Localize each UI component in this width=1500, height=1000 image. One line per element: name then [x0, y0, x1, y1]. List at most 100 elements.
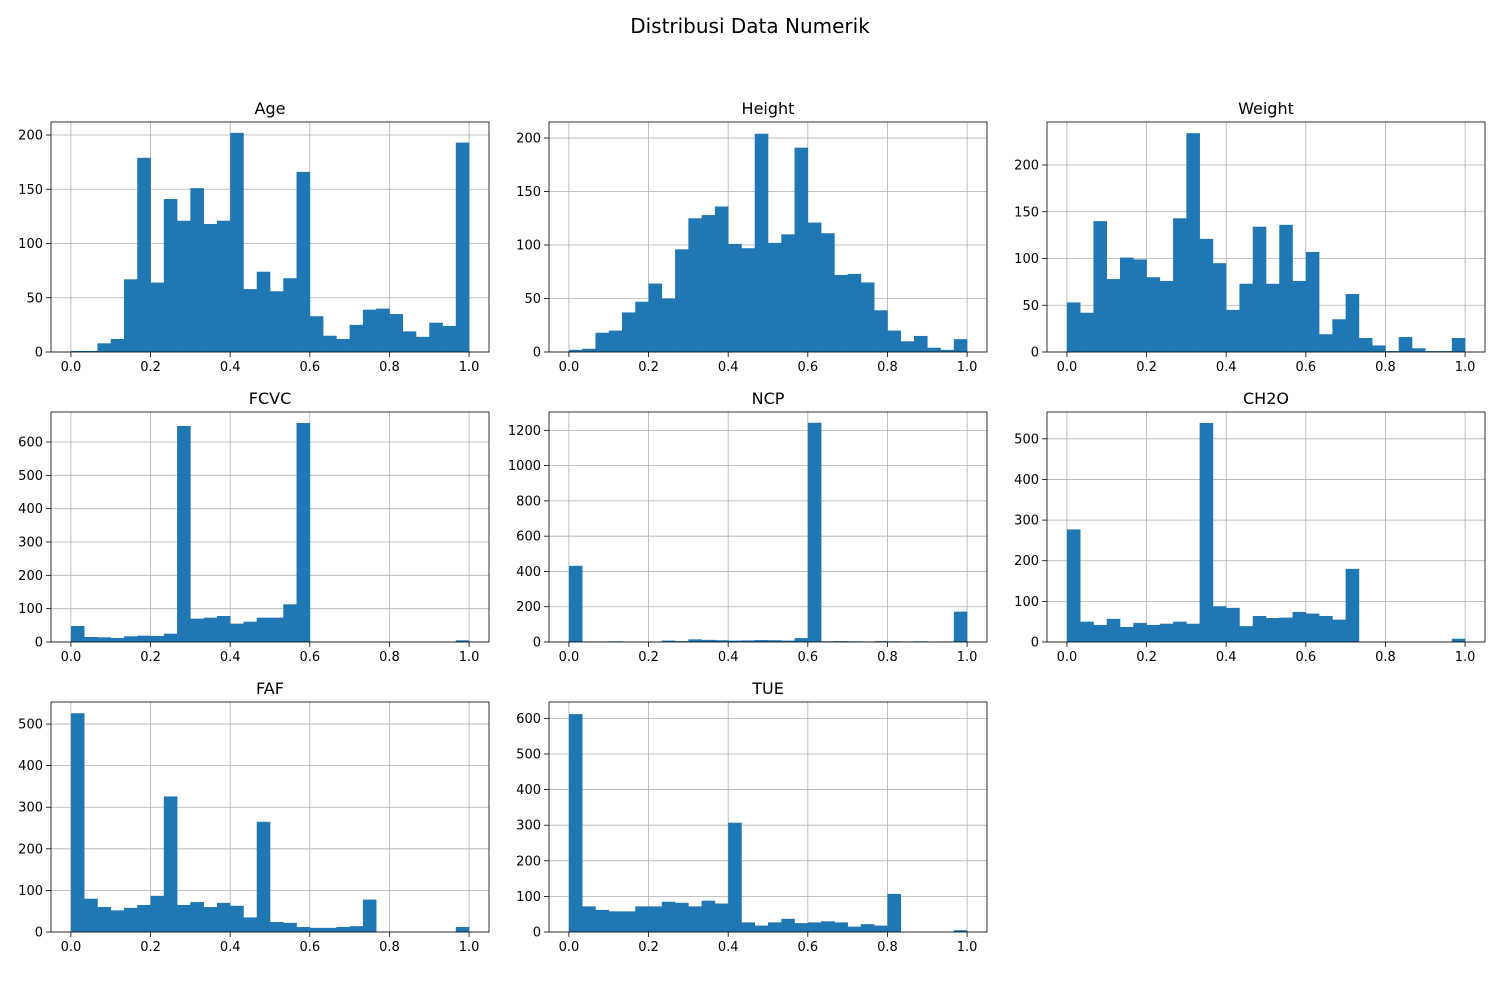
histogram-bar — [1345, 568, 1360, 642]
y-tick-label: 500 — [1014, 432, 1039, 447]
x-tick-label: 0.0 — [61, 360, 82, 375]
histogram-bar — [608, 911, 623, 932]
histogram-bar — [1093, 221, 1108, 352]
y-tick-label: 500 — [18, 718, 43, 733]
x-tick-label: 0.2 — [638, 360, 659, 375]
histogram-bar — [84, 350, 98, 352]
histogram-bar — [874, 310, 888, 352]
histogram-bar — [216, 616, 231, 642]
histogram-bar — [1080, 621, 1094, 642]
subplot-title: FCVC — [249, 389, 292, 408]
histogram-bar — [900, 341, 915, 352]
histogram-bar — [635, 906, 649, 932]
histogram-bar — [688, 906, 702, 932]
histogram-bar — [728, 822, 742, 932]
histogram-bar — [1425, 351, 1439, 352]
histogram-bar — [296, 927, 311, 932]
x-tick-label: 0.8 — [379, 650, 400, 665]
x-tick-label: 0.6 — [797, 940, 818, 955]
histogram-bar — [124, 636, 138, 642]
histogram-bar — [389, 314, 404, 352]
histogram-bar — [887, 330, 902, 352]
histogram-bar — [781, 640, 795, 642]
y-tick-label: 0 — [533, 926, 541, 941]
y-tick-label: 300 — [18, 801, 43, 816]
histogram-bar — [362, 899, 377, 932]
histogram-bar — [349, 324, 364, 352]
x-tick-label: 0.4 — [1216, 360, 1237, 375]
x-tick-label: 0.8 — [1375, 360, 1396, 375]
axes-frame — [50, 411, 490, 643]
histogram-bar — [595, 332, 610, 352]
histogram-bar — [283, 278, 297, 352]
histogram-bar — [834, 922, 848, 932]
histogram-bar — [124, 279, 138, 352]
histogram-bar — [1146, 624, 1161, 642]
subplot-title: NCP — [752, 389, 785, 408]
y-tick-label: 100 — [516, 890, 541, 905]
histogram-bar — [1279, 617, 1293, 642]
y-tick-label: 500 — [516, 747, 541, 762]
histogram-bar — [1438, 351, 1453, 352]
histogram-bar — [190, 188, 204, 352]
x-tick-label: 0.8 — [379, 940, 400, 955]
subplot-title: Weight — [1238, 99, 1294, 118]
histogram-bar — [84, 637, 98, 642]
histogram-bar — [270, 291, 284, 352]
x-tick-label: 0.6 — [797, 360, 818, 375]
histogram-bar — [110, 910, 125, 932]
histogram-bar — [442, 325, 457, 352]
y-tick-label: 50 — [1022, 299, 1039, 314]
histogram-bar — [847, 273, 862, 352]
y-tick-label: 400 — [516, 783, 541, 798]
histogram-bar — [455, 927, 470, 932]
x-tick-label: 0.4 — [220, 940, 241, 955]
histogram-bar — [1266, 618, 1280, 642]
histogram-bar — [1239, 626, 1254, 642]
histogram-bar — [781, 918, 795, 932]
histogram-bar — [648, 906, 663, 932]
histogram-bar — [1319, 615, 1333, 642]
y-tick-label: 200 — [516, 600, 541, 615]
histogram-bar — [874, 641, 888, 642]
histogram-bar — [622, 312, 636, 352]
histogram-bar — [163, 633, 178, 642]
histogram-bar — [675, 641, 689, 642]
axes-frame — [50, 701, 490, 933]
histogram-bar — [1239, 283, 1254, 352]
histogram-bar — [582, 906, 596, 932]
histogram-ncp: 0.0 0.2 0.4 0.6 0.8 1.0 0 200 400 600 800 1000 1200 N… — [508, 389, 988, 665]
histogram-bar — [860, 924, 875, 932]
x-tick-label: 0.0 — [559, 940, 580, 955]
histogram-bar — [283, 604, 297, 642]
histogram-bar — [296, 423, 311, 642]
y-tick-label: 150 — [1014, 205, 1039, 220]
x-tick-label: 0.8 — [1375, 650, 1396, 665]
histogram-bar — [243, 621, 258, 642]
histogram-bar — [1120, 626, 1134, 642]
histogram-bar — [768, 922, 782, 932]
histogram-bar — [741, 922, 756, 932]
histogram-weight: 0.0 0.2 0.4 0.6 0.8 1.0 0 50 100 150 200 Weight — [1014, 99, 1486, 375]
y-tick-label: 600 — [18, 436, 43, 451]
histogram-bar — [402, 331, 417, 352]
subplot-title: Height — [742, 99, 795, 118]
histogram-bar — [1173, 218, 1187, 352]
x-tick-label: 0.2 — [1136, 360, 1157, 375]
x-tick-label: 1.0 — [957, 940, 978, 955]
y-tick-label: 800 — [516, 494, 541, 509]
x-tick-label: 0.2 — [140, 940, 161, 955]
histogram-bar — [336, 338, 350, 352]
histogram-faf: 0.0 0.2 0.4 0.6 0.8 1.0 0 100 200 300 400 500 FAF — [18, 679, 490, 955]
y-tick-label: 150 — [516, 185, 541, 200]
axes-frame — [548, 411, 988, 643]
histogram-bar — [323, 927, 337, 932]
histogram-bar — [429, 322, 443, 352]
y-tick-label: 300 — [516, 819, 541, 834]
y-tick-label: 600 — [516, 712, 541, 727]
y-tick-label: 1200 — [508, 424, 541, 439]
histogram-bar — [768, 640, 782, 642]
histogram-bar — [821, 233, 835, 352]
histogram-bar — [847, 926, 862, 932]
histogram-bar — [296, 171, 311, 352]
